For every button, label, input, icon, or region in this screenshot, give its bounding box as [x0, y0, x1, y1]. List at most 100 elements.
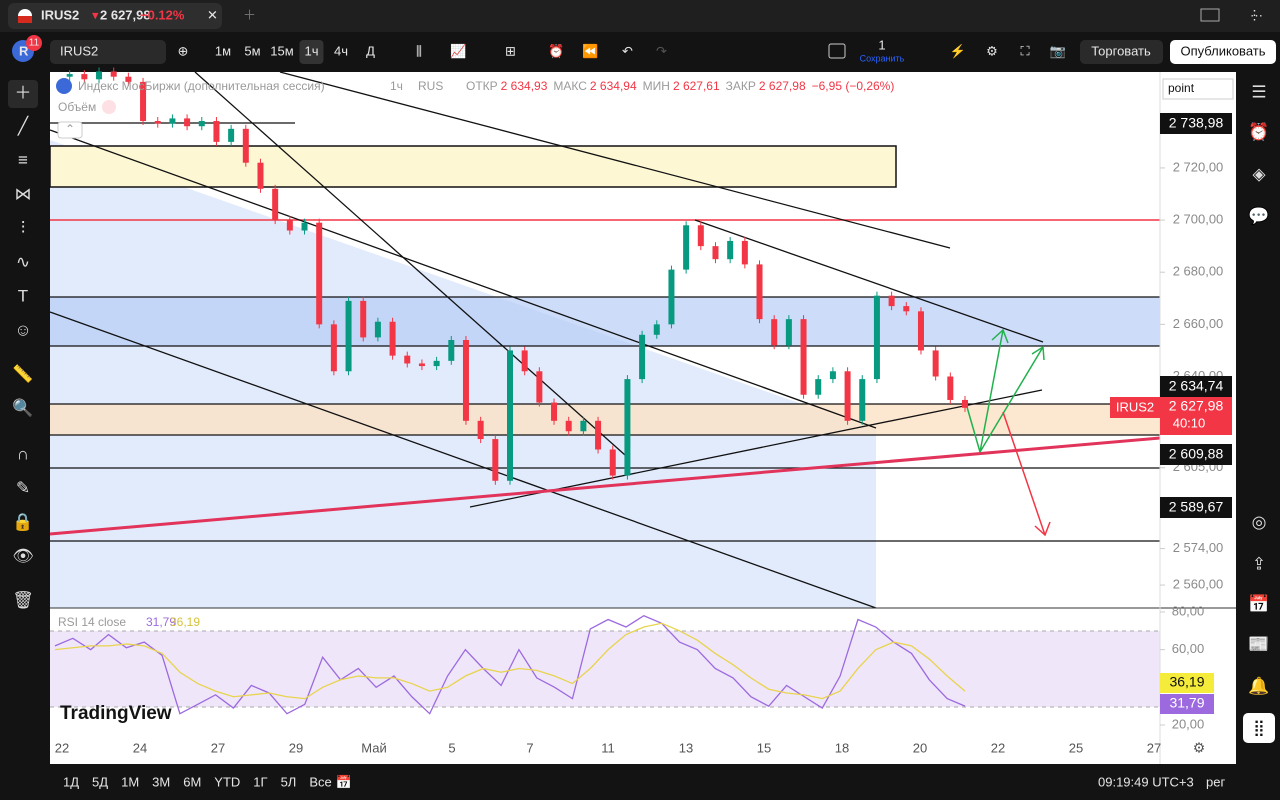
publish-button[interactable]: [1170, 40, 1276, 64]
range-button[interactable]: 5Д: [92, 774, 108, 789]
chat-icon[interactable]: 💬: [1248, 205, 1269, 225]
session[interactable]: рег: [1206, 774, 1225, 789]
menu-icon[interactable]: ⋮: [1248, 7, 1261, 22]
tab-close[interactable]: ✕: [207, 7, 218, 22]
settings-icon[interactable]: ⚙: [986, 43, 998, 58]
candle-body: [829, 371, 836, 380]
alert-icon[interactable]: ⏰: [548, 42, 564, 58]
candle: [257, 158, 264, 193]
tab[interactable]: [8, 3, 222, 29]
candle-body: [404, 355, 411, 364]
calendar-icon[interactable]: 📅: [1248, 593, 1269, 613]
candle-body: [418, 363, 425, 367]
bottom-bar: [50, 765, 1236, 800]
indicators-icon[interactable]: 📈: [450, 43, 466, 58]
candle-body: [448, 340, 455, 361]
forecast-tool[interactable]: ⫶: [21, 218, 25, 237]
candle: [213, 117, 220, 146]
candle-body: [639, 334, 646, 380]
candle-body: [815, 379, 822, 395]
candle-body: [932, 350, 939, 377]
ruler-tool[interactable]: 📏: [12, 363, 33, 383]
ideas-icon[interactable]: ◎: [1252, 512, 1267, 531]
legend-exchange: RUS: [418, 79, 443, 93]
zoom-tool[interactable]: 🔍: [12, 396, 33, 417]
interval[interactable]: Д: [366, 43, 375, 58]
compare-icon[interactable]: ⊕: [178, 43, 189, 58]
interval[interactable]: 5м: [244, 43, 260, 58]
tool-active[interactable]: [8, 80, 38, 108]
layout-icon[interactable]: [828, 43, 846, 59]
candle-body: [96, 71, 103, 80]
candle-body: [551, 402, 558, 421]
zone-yellow: [49, 145, 897, 188]
delete-tool[interactable]: 🗑: [12, 590, 34, 609]
draw-mode-tool[interactable]: ✎: [16, 478, 30, 497]
volume-warning[interactable]: [102, 100, 116, 114]
candle-body: [374, 321, 381, 338]
ohlc-value: 2 634,93: [501, 79, 548, 93]
layout-count[interactable]: 1: [878, 37, 885, 52]
trade-button[interactable]: [1080, 40, 1163, 64]
candle: [565, 416, 572, 436]
goto-date[interactable]: 📅: [336, 774, 352, 789]
range-button[interactable]: Все: [309, 774, 331, 789]
symbol-search[interactable]: [50, 40, 166, 64]
magnet-tool[interactable]: ∩: [17, 444, 29, 463]
cross-tool[interactable]: ＋: [15, 83, 32, 102]
replay-icon[interactable]: ⏪: [582, 43, 598, 58]
icon-tool[interactable]: ☺: [14, 320, 31, 339]
candle-body: [727, 240, 734, 260]
snapshot-icon[interactable]: 📷: [1050, 43, 1066, 58]
more-icon[interactable]: ···: [1250, 7, 1263, 22]
right-panel: [1238, 70, 1280, 800]
fib-tool[interactable]: ≡: [18, 150, 28, 169]
x-tick-label: 24: [133, 740, 147, 755]
text-tool[interactable]: T: [18, 286, 28, 305]
range-button[interactable]: 5Л: [281, 774, 297, 789]
range-button[interactable]: 1М: [121, 774, 139, 789]
trend-line: [279, 71, 951, 249]
x-tick-label: 7: [526, 740, 533, 755]
data-icon[interactable]: ◈: [1252, 164, 1266, 183]
quick-search-icon[interactable]: ⚡: [950, 43, 966, 59]
trend-tool[interactable]: ╱: [17, 115, 29, 136]
watchlist-icon[interactable]: ☰: [1251, 82, 1266, 101]
rsi-ma-badge-label: 36,19: [1169, 674, 1204, 690]
pattern-tool[interactable]: ⋈: [15, 184, 32, 203]
range-button[interactable]: 1Д: [63, 774, 79, 789]
range-button[interactable]: 3М: [152, 774, 170, 789]
notif-icon[interactable]: 🔔: [1248, 676, 1269, 695]
interval[interactable]: 1ч: [304, 43, 318, 58]
scale-mode[interactable]: [1162, 78, 1234, 100]
visibility-tool[interactable]: 👁: [12, 546, 34, 565]
streams-icon[interactable]: ⇪: [1252, 554, 1266, 573]
candle: [595, 416, 602, 454]
candle: [903, 302, 910, 316]
brush-tool[interactable]: ∿: [16, 252, 30, 271]
save-label[interactable]: Сохранить: [860, 53, 905, 63]
apps-button[interactable]: [1243, 713, 1275, 743]
interval[interactable]: 4ч: [334, 43, 348, 58]
range-button[interactable]: 6М: [183, 774, 201, 789]
price-badge-label: 2 634,74: [1169, 378, 1224, 394]
interval[interactable]: 15м: [270, 43, 293, 58]
collapse-button[interactable]: [57, 121, 83, 139]
range-button[interactable]: 1Г: [253, 774, 267, 789]
window-icon[interactable]: [1200, 8, 1220, 22]
new-tab[interactable]: ＋: [243, 7, 256, 22]
lock-tool[interactable]: 🔒: [12, 512, 33, 531]
chart-type-icon[interactable]: ⫼: [416, 43, 422, 58]
rsi-badge: [1160, 694, 1214, 714]
redo-icon[interactable]: ↷: [656, 43, 667, 58]
ohlc-label: ОТКР: [466, 79, 498, 93]
news-icon[interactable]: 📰: [1248, 634, 1269, 653]
undo-icon[interactable]: ↶: [622, 43, 633, 58]
fullscreen-icon[interactable]: ⛶: [1019, 43, 1030, 58]
templates-icon[interactable]: ⊞: [505, 43, 516, 58]
symbol-input[interactable]: IRUS2: [60, 43, 98, 58]
alerts-icon[interactable]: ⏰: [1248, 121, 1269, 141]
range-button[interactable]: YTD: [214, 774, 240, 789]
interval[interactable]: 1м: [215, 43, 231, 58]
axis-settings[interactable]: ⚙: [1193, 740, 1206, 756]
